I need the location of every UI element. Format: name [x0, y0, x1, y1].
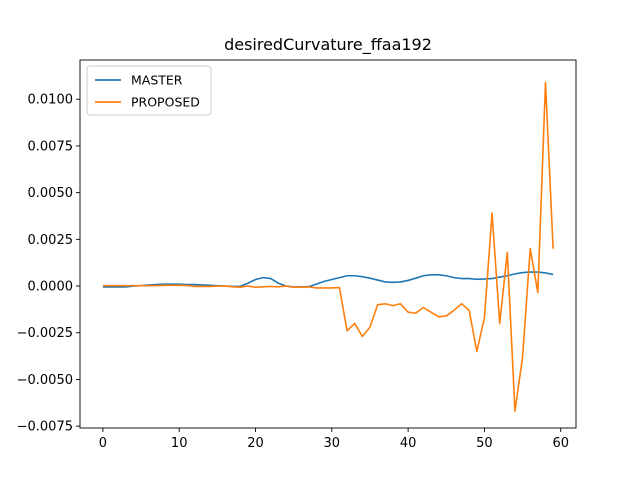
series-line-proposed [102, 81, 554, 412]
x-tick-label: 20 [247, 436, 264, 451]
legend: MASTER PROPOSED [86, 65, 212, 116]
x-tick-label: 50 [476, 436, 493, 451]
plot-area: 0 10 20 30 40 50 60 −0.0075 −0.0050 −0.0025 0.0000… [17, 59, 577, 451]
y-tick-label: 0.0100 [28, 93, 74, 108]
y-tick-label: 0.0025 [28, 233, 74, 248]
y-tick-label: 0.0050 [28, 186, 74, 201]
x-tick-label: 40 [400, 436, 417, 451]
axes-frame [79, 59, 577, 429]
legend-label-master: MASTER [131, 73, 183, 88]
y-tick-label: 0.0000 [28, 280, 74, 295]
series-line-master [102, 271, 554, 288]
y-tick-label: −0.0075 [17, 420, 73, 435]
x-tick-label: 30 [324, 436, 341, 451]
y-tick-label: 0.0075 [28, 139, 74, 154]
chart-title: desiredCurvature_ffaa192 [224, 35, 432, 55]
y-tick-label: −0.0050 [17, 373, 73, 388]
x-tick-label: 10 [171, 436, 188, 451]
x-tick-label: 60 [552, 436, 569, 451]
y-tick-label: −0.0025 [17, 326, 73, 341]
legend-label-proposed: PROPOSED [131, 95, 200, 110]
x-tick-label: 0 [99, 436, 107, 451]
